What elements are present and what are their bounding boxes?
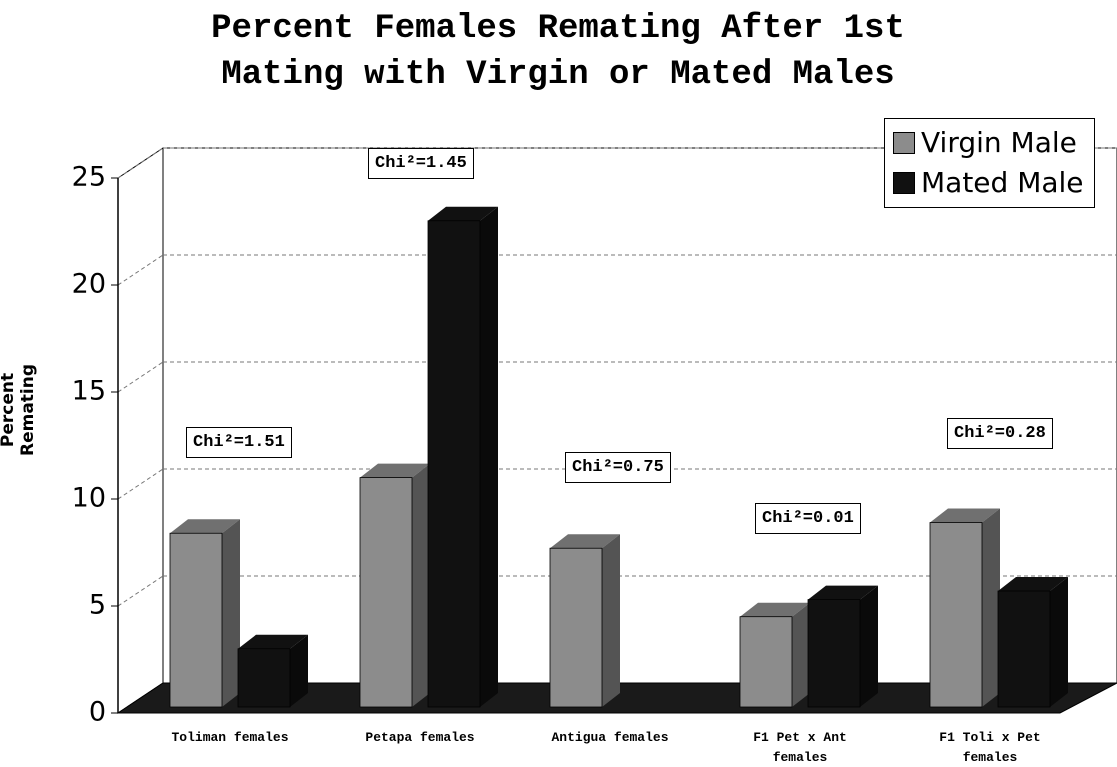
bar	[807, 585, 878, 708]
bar	[739, 602, 810, 708]
side-grid-line	[117, 468, 164, 500]
legend-label: Virgin Male	[921, 126, 1077, 159]
bar	[237, 634, 308, 708]
bar	[359, 463, 430, 708]
side-grid-line	[117, 361, 164, 393]
bar-top	[550, 534, 620, 549]
bar-side	[412, 463, 430, 707]
bar	[549, 534, 620, 708]
bar	[427, 206, 498, 708]
bar-top	[998, 577, 1068, 592]
bar-front	[739, 616, 793, 708]
bar-front	[549, 547, 603, 708]
annotation: Chi²=0.75	[565, 452, 671, 483]
bar-side	[1050, 577, 1068, 707]
bar	[997, 577, 1068, 708]
annotation: Chi²=0.01	[755, 503, 861, 534]
bar-top	[808, 585, 878, 600]
y-tick-label: 20	[72, 269, 106, 300]
bar-front	[929, 522, 983, 708]
bar-front	[169, 532, 223, 708]
annotation: Chi²=1.45	[368, 148, 474, 179]
annotation: Chi²=0.28	[947, 418, 1053, 449]
annotation: Chi²=1.51	[186, 427, 292, 458]
bar-side	[860, 585, 878, 707]
bar-front	[997, 590, 1051, 708]
y-tick-label: 10	[72, 483, 106, 514]
side-grid-line	[117, 575, 164, 607]
bar-top	[170, 519, 240, 534]
bar-top	[238, 634, 308, 649]
y-tick-label: 25	[72, 162, 106, 193]
bar-top	[360, 463, 430, 478]
x-tick-label: F1 Toli x Pet females	[939, 730, 1041, 765]
y-tick-label: 0	[89, 697, 106, 728]
side-grid-line	[117, 254, 164, 286]
bar-side	[602, 534, 620, 707]
legend-item: Mated Male	[893, 163, 1084, 203]
bar-side	[222, 519, 240, 707]
y-tick-label: 15	[72, 376, 106, 407]
bar	[929, 508, 1000, 708]
side-grid-line	[117, 147, 164, 179]
chart-title: Percent Females Remating After 1st Matin…	[211, 10, 905, 94]
legend-label: Mated Male	[921, 166, 1084, 199]
bar-side	[792, 602, 810, 707]
bar-side	[982, 508, 1000, 707]
bar-top	[428, 206, 498, 221]
y-axis-label: Percent Remating	[0, 363, 38, 457]
legend-swatch	[893, 172, 915, 194]
bar-side	[480, 206, 498, 708]
y-tick-label: 5	[89, 590, 106, 621]
bar-front	[807, 599, 861, 708]
legend: Virgin Male Mated Male	[884, 118, 1095, 208]
legend-item: Virgin Male	[893, 123, 1084, 163]
bar-top	[930, 508, 1000, 523]
legend-swatch	[893, 132, 915, 154]
side-wall	[117, 147, 164, 714]
bar-front	[427, 220, 481, 708]
bar-front	[237, 648, 291, 708]
x-tick-label: F1 Pet x Ant females	[753, 730, 847, 765]
bar-top	[740, 602, 810, 617]
bar-side	[290, 634, 308, 707]
x-tick-label: Toliman females	[171, 730, 289, 745]
x-tick-label: Antigua females	[551, 730, 669, 745]
bar-front	[359, 477, 413, 708]
x-tick-label: Petapa females	[365, 730, 475, 745]
bar	[169, 519, 240, 708]
